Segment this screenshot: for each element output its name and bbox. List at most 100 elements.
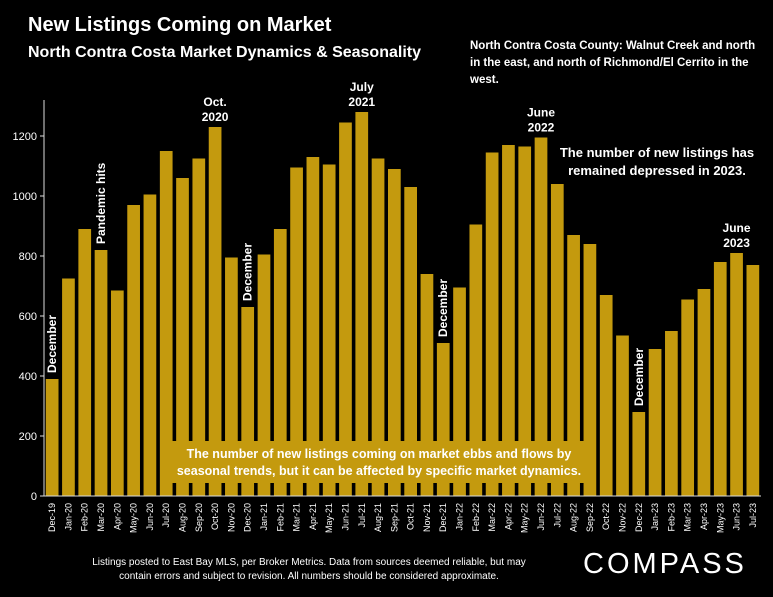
x-tick-label: Jun-23 [732, 503, 742, 531]
bar-May-21 [322, 164, 336, 496]
x-tick-label: Nov-21 [422, 503, 432, 532]
x-tick-label: Feb-23 [666, 503, 676, 532]
callout-box [170, 441, 588, 483]
bar-Sep-20 [192, 158, 206, 496]
x-tick-label: Oct-22 [601, 503, 611, 530]
bar-Dec-22 [632, 412, 646, 496]
y-tick-label: 1000 [13, 191, 37, 203]
x-tick-label: Jul-20 [161, 503, 171, 528]
x-tick-label: Aug-20 [178, 503, 188, 532]
x-tick-label: Jan-23 [650, 503, 660, 531]
x-tick-label: Dec-19 [47, 503, 57, 532]
bar-Dec-19 [45, 379, 59, 496]
x-tick-label: Jul-22 [552, 503, 562, 528]
x-tick-label: Apr-21 [308, 503, 318, 530]
y-tick-label: 800 [19, 251, 37, 263]
x-tick-label: Dec-22 [634, 503, 644, 532]
bar-Aug-20 [176, 178, 189, 496]
compass-logo: COMPASS [583, 548, 747, 580]
bar-Apr-22 [502, 145, 515, 496]
annotation-label: December [436, 279, 450, 337]
bar-Jan-23 [648, 349, 662, 496]
x-tick-label: Oct-20 [210, 503, 220, 530]
bar-Sep-22 [583, 244, 597, 496]
x-tick-label: May-23 [715, 503, 725, 533]
x-tick-label: Feb-21 [275, 503, 285, 532]
bar-Nov-21 [420, 274, 434, 496]
x-tick-label: Feb-20 [80, 503, 90, 532]
bar-Aug-22 [567, 235, 580, 496]
y-tick-label: 0 [31, 491, 37, 503]
bar-Mar-21 [290, 167, 303, 496]
bar-Mar-22 [485, 152, 499, 496]
y-tick-label: 200 [19, 431, 37, 443]
x-tick-label: Apr-23 [699, 503, 709, 530]
bar-Jan-21 [257, 254, 271, 496]
bar-Jun-22 [534, 137, 548, 496]
bar-Jul-23 [746, 265, 760, 496]
x-tick-label: Mar-23 [683, 503, 693, 532]
y-tick-label: 1200 [13, 131, 37, 143]
callouts: The number of new listings has remained d… [170, 145, 754, 483]
chart-subtitle: North Contra Costa Market Dynamics & Sea… [28, 44, 421, 61]
annotation-label: December [632, 348, 646, 406]
x-tick-label: May-22 [520, 503, 530, 533]
x-tick-label: Nov-20 [226, 503, 236, 532]
x-tick-label: Apr-22 [503, 503, 513, 530]
annotation-label: Pandemic hits [94, 162, 108, 244]
bar-Oct-21 [404, 187, 418, 496]
annotation-label: June 2022 [527, 106, 555, 135]
x-tick-label: Feb-22 [471, 503, 481, 532]
bar-Jun-20 [143, 194, 157, 496]
x-tick-label: Mar-22 [487, 503, 497, 532]
annotation-label: July 2021 [348, 80, 375, 109]
x-tick-label: Dec-20 [243, 503, 253, 532]
bar-Jul-21 [355, 112, 369, 496]
y-axis: 0 200 400 600 800 1000 1200 [13, 100, 45, 503]
bar-May-20 [127, 205, 140, 496]
bar-Mar-20 [94, 250, 108, 496]
x-tick-label: Jan-20 [63, 503, 73, 531]
bar-Feb-22 [469, 224, 483, 496]
x-tick-label: Aug-21 [373, 503, 383, 532]
x-tick-label: Aug-22 [569, 503, 579, 532]
x-tick-label: May-20 [129, 503, 139, 533]
callout-depressed-2023: The number of new listings has remained d… [560, 145, 754, 178]
y-tick-label: 600 [19, 311, 37, 323]
bar-Aug-21 [371, 158, 385, 496]
bar-May-22 [518, 146, 532, 496]
x-tick-label: Jul-21 [357, 503, 367, 528]
bar-Feb-21 [273, 229, 287, 496]
x-tick-label: Jul-23 [748, 503, 758, 528]
x-tick-label: Jun-22 [536, 503, 546, 531]
x-tick-label: Apr-20 [112, 503, 122, 530]
x-tick-label: Mar-21 [292, 503, 302, 532]
annotation-label: December [241, 243, 255, 301]
annotation-label: Oct. 2020 [202, 95, 229, 124]
bar-Mar-23 [681, 299, 695, 496]
bar-Nov-20 [225, 257, 238, 496]
chart-title: New Listings Coming on Market [28, 14, 332, 36]
bar-Apr-20 [110, 290, 124, 496]
bar-Jan-20 [62, 278, 75, 496]
x-tick-label: Jun-21 [340, 503, 350, 531]
x-tick-label: Sep-22 [585, 503, 595, 532]
bar-Jul-22 [550, 184, 564, 496]
x-tick-label: Jun-20 [145, 503, 155, 531]
bar-Jul-20 [159, 151, 173, 496]
bar-Jun-23 [730, 253, 743, 496]
footnote: Listings posted to East Bay MLS, per Bro… [92, 557, 526, 582]
annotation-label: June 2023 [723, 221, 751, 250]
county-note: North Contra Costa County: Walnut Creek … [470, 40, 756, 86]
annotations: December Pandemic hits Oct. 2020 December Jul… [45, 80, 751, 406]
x-tick-label: Sep-21 [389, 503, 399, 532]
bar-Feb-23 [665, 331, 678, 496]
bar-Apr-23 [697, 289, 711, 496]
bar-Apr-21 [306, 157, 320, 496]
x-tick-label: Mar-20 [96, 503, 106, 532]
bar-Nov-22 [616, 335, 629, 496]
bar-Oct-22 [599, 295, 613, 496]
bar-Oct-20 [208, 127, 222, 496]
callout-seasonal-trends: The number of new listings coming on mar… [177, 447, 581, 478]
